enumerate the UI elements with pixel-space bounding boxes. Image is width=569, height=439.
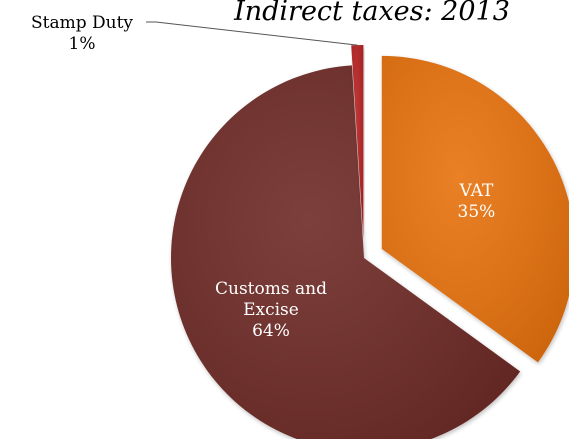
slice-label-vat: VAT 35% xyxy=(458,181,496,222)
slice-label-stamp-duty: Stamp Duty 1% xyxy=(31,13,133,54)
chart-title: Indirect taxes: 2013 xyxy=(233,0,510,27)
slice-name-label: Excise xyxy=(243,300,299,320)
slice-percent-label: 1% xyxy=(69,34,96,54)
slice-percent-label: 35% xyxy=(458,202,496,222)
slice-name-label: VAT xyxy=(458,181,493,201)
pie-slices xyxy=(171,45,569,439)
slice-name-label: Stamp Duty xyxy=(31,13,133,33)
slice-percent-label: 64% xyxy=(252,321,290,341)
slice-name-label: Customs and xyxy=(215,279,327,299)
